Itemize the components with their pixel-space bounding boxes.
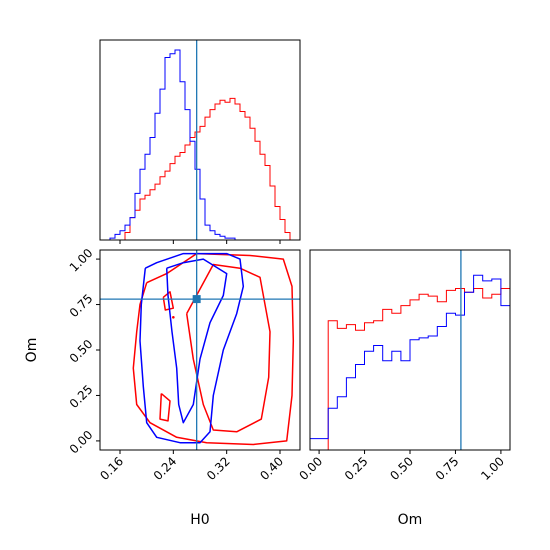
h0-hist-blue xyxy=(100,49,300,240)
om-y-tick-label: 0.00 xyxy=(67,428,96,457)
x-axis-label-om: Om xyxy=(398,512,423,528)
h0-tick-label: 0.16 xyxy=(97,454,126,483)
om-x-tick-label: 0.50 xyxy=(387,454,416,483)
x-axis-label-h0: H0 xyxy=(190,512,209,528)
contour-red-2 xyxy=(159,393,171,422)
om-y-tick-label: 1.00 xyxy=(67,246,96,275)
y-axis-label-om: Om xyxy=(24,338,40,363)
om-x-tick-label: 1.00 xyxy=(478,454,507,483)
om-y-tick-label: 0.50 xyxy=(67,337,96,366)
om-x-tick-label: 0.00 xyxy=(296,454,325,483)
om-x-tick-label: 0.25 xyxy=(342,454,371,483)
h0-hist-red xyxy=(100,97,300,240)
om-y-tick-label: 0.75 xyxy=(67,291,96,320)
om-marginal-histograms xyxy=(310,250,510,450)
om-x-tick-label: 0.75 xyxy=(433,454,462,483)
h0-tick-label: 0.32 xyxy=(204,454,233,483)
h0-marginal-histograms xyxy=(100,40,300,240)
h0-tick-label: 0.40 xyxy=(257,454,286,483)
om-hist-red xyxy=(310,288,510,450)
contour-red-dot xyxy=(172,315,175,319)
joint-truth-marker xyxy=(192,295,201,304)
om-y-tick-label: 0.25 xyxy=(67,382,96,411)
contour-red-1 xyxy=(185,263,271,433)
contour-red-0 xyxy=(132,252,295,446)
om-hist-blue xyxy=(310,274,510,450)
h0-tick-label: 0.24 xyxy=(151,454,180,483)
frame-h0hist xyxy=(99,39,301,241)
contour-blue-4 xyxy=(139,252,245,444)
joint-contours xyxy=(100,250,300,450)
